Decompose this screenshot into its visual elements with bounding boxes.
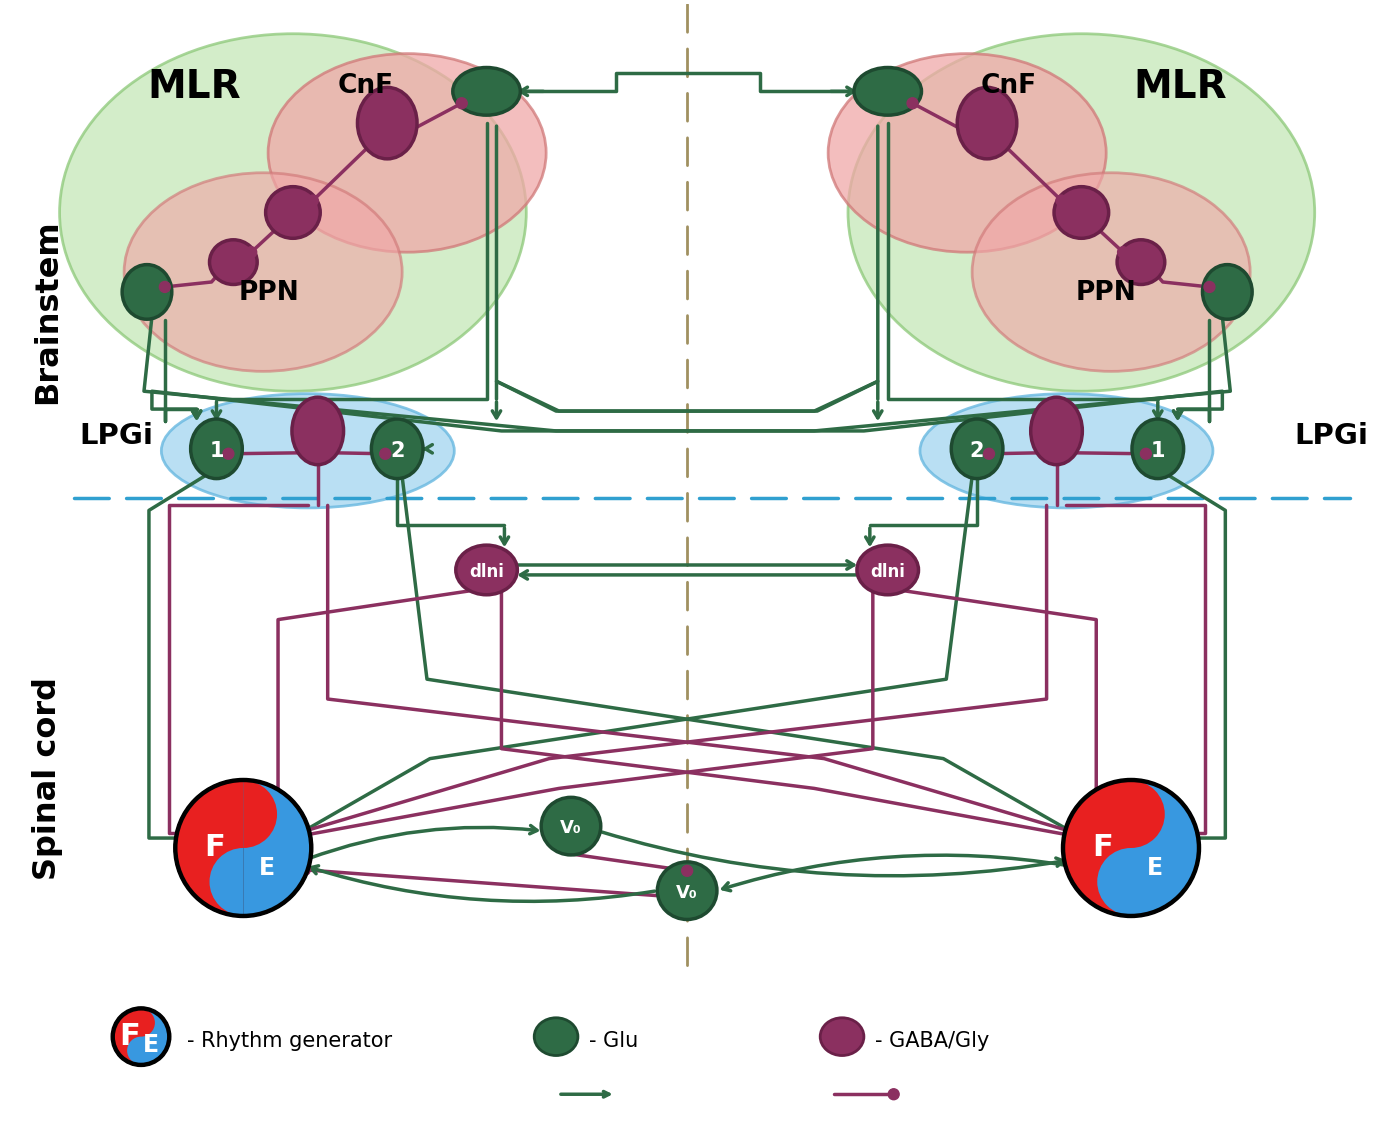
Ellipse shape	[920, 394, 1213, 508]
Text: E: E	[142, 1033, 159, 1057]
Circle shape	[272, 834, 284, 846]
Circle shape	[307, 195, 318, 206]
Ellipse shape	[268, 54, 546, 252]
Text: 1: 1	[209, 440, 224, 461]
Circle shape	[272, 834, 284, 846]
Text: MLR: MLR	[147, 69, 241, 106]
Text: E: E	[1147, 856, 1163, 881]
Circle shape	[159, 282, 170, 293]
Text: Spinal cord: Spinal cord	[32, 677, 62, 881]
Text: Brainstem: Brainstem	[32, 220, 62, 404]
Wedge shape	[243, 780, 311, 915]
Text: 2: 2	[390, 440, 404, 461]
Ellipse shape	[191, 419, 242, 479]
Text: LPGi: LPGi	[79, 422, 154, 450]
Wedge shape	[1131, 780, 1164, 848]
Circle shape	[292, 828, 303, 839]
Text: CnF: CnF	[337, 73, 394, 99]
Ellipse shape	[853, 68, 921, 115]
Ellipse shape	[59, 34, 527, 391]
Text: dlni: dlni	[870, 563, 904, 581]
Text: MLR: MLR	[1134, 69, 1227, 106]
Ellipse shape	[122, 265, 171, 320]
Circle shape	[1057, 195, 1066, 206]
Text: LPGi: LPGi	[1294, 422, 1369, 450]
Circle shape	[983, 448, 994, 459]
Ellipse shape	[1133, 419, 1184, 479]
Text: CnF: CnF	[981, 73, 1037, 99]
Circle shape	[907, 98, 918, 109]
Ellipse shape	[857, 545, 918, 595]
Circle shape	[380, 448, 391, 459]
Ellipse shape	[1117, 240, 1164, 285]
Wedge shape	[113, 1009, 141, 1064]
Circle shape	[1062, 778, 1200, 918]
Wedge shape	[1131, 780, 1199, 915]
Circle shape	[1091, 834, 1102, 846]
Circle shape	[456, 98, 467, 109]
Wedge shape	[127, 1037, 141, 1064]
Ellipse shape	[292, 397, 343, 465]
Circle shape	[292, 828, 303, 839]
Ellipse shape	[848, 34, 1315, 391]
Text: F: F	[1093, 833, 1113, 863]
Text: V₀: V₀	[676, 884, 698, 902]
Circle shape	[223, 448, 234, 459]
Circle shape	[246, 247, 257, 258]
Ellipse shape	[657, 861, 716, 920]
Wedge shape	[141, 1009, 169, 1064]
Ellipse shape	[452, 68, 520, 115]
Text: F: F	[205, 833, 225, 863]
Text: - Glu: - Glu	[589, 1030, 638, 1051]
Wedge shape	[141, 1009, 155, 1037]
Wedge shape	[176, 780, 243, 915]
Circle shape	[1117, 247, 1129, 258]
Ellipse shape	[124, 172, 402, 372]
Ellipse shape	[209, 240, 257, 285]
Text: PPN: PPN	[238, 280, 299, 306]
Ellipse shape	[957, 88, 1017, 159]
Text: PPN: PPN	[1075, 280, 1135, 306]
Text: - Rhythm generator: - Rhythm generator	[187, 1030, 391, 1051]
Ellipse shape	[1054, 187, 1109, 239]
Ellipse shape	[972, 172, 1250, 372]
Ellipse shape	[828, 54, 1106, 252]
Ellipse shape	[534, 1018, 578, 1055]
Text: 2: 2	[969, 440, 985, 461]
Ellipse shape	[162, 394, 454, 508]
Ellipse shape	[1202, 265, 1252, 320]
Ellipse shape	[1030, 397, 1083, 465]
Circle shape	[1141, 448, 1152, 459]
Text: dlni: dlni	[469, 563, 503, 581]
Ellipse shape	[541, 797, 600, 855]
Text: E: E	[259, 856, 275, 881]
Text: 1: 1	[1151, 440, 1164, 461]
Ellipse shape	[952, 419, 1003, 479]
Circle shape	[1205, 282, 1214, 293]
Circle shape	[1070, 828, 1082, 839]
Ellipse shape	[820, 1018, 864, 1055]
Ellipse shape	[456, 545, 517, 595]
Text: - GABA/Gly: - GABA/Gly	[875, 1030, 989, 1051]
Circle shape	[111, 1007, 170, 1066]
Circle shape	[299, 865, 310, 875]
Ellipse shape	[357, 88, 418, 159]
Ellipse shape	[372, 419, 423, 479]
Circle shape	[1070, 828, 1082, 839]
Text: V₀: V₀	[560, 819, 582, 837]
Wedge shape	[1097, 848, 1131, 915]
Text: F: F	[119, 1022, 140, 1052]
Circle shape	[1091, 834, 1102, 846]
Wedge shape	[1064, 780, 1131, 915]
Circle shape	[682, 866, 693, 876]
Ellipse shape	[266, 187, 321, 239]
Wedge shape	[243, 780, 277, 848]
Circle shape	[888, 1089, 899, 1100]
Wedge shape	[209, 848, 243, 915]
Circle shape	[174, 778, 313, 918]
